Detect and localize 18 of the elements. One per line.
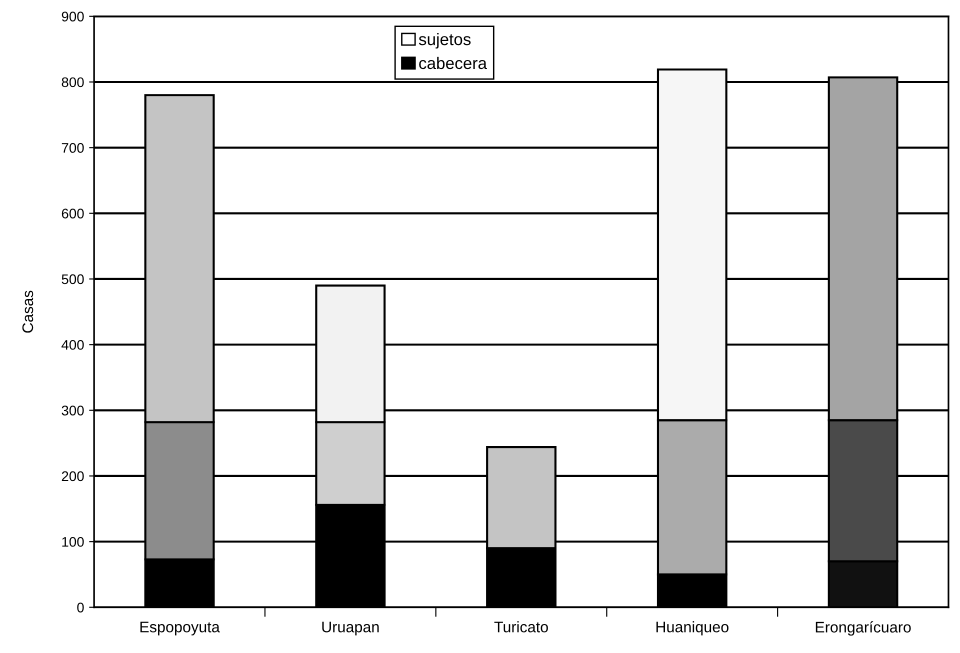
legend-label: sujetos [418,32,471,49]
y-tick-label: 600 [62,208,84,218]
y-tick-label: 500 [62,274,84,284]
y-tick-label: 100 [62,536,84,547]
y-tick-label: 200 [62,471,84,482]
y-tick-label: 700 [62,142,84,153]
y-tick-label: 300 [62,406,84,416]
x-tick-label: Turicato [494,621,548,632]
x-tick-label: Erongarícuaro [816,621,911,636]
y-tick-label: 0 [77,602,84,612]
x-tick-label: Espopoyuta [140,622,220,636]
x-tick-label: Uruapan [322,622,379,636]
y-axis-title: Casas [22,290,34,333]
x-tick-label: Huaniqueo [656,621,728,636]
legend-label: cabecera [419,56,487,70]
y-tick-label: 800 [62,77,84,88]
y-tick-label: 900 [62,12,84,22]
y-tick-label: 400 [62,340,84,350]
